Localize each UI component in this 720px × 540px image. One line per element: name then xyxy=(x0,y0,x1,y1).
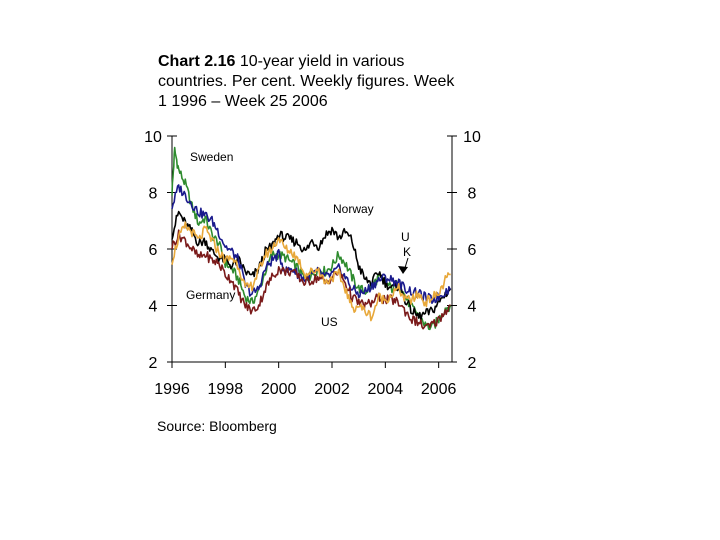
series-label-germany: Germany xyxy=(186,288,235,302)
series-line-norway xyxy=(171,210,452,321)
x-tick-label: 1998 xyxy=(208,381,244,398)
series-label-us: US xyxy=(321,315,338,329)
x-tick-label: 2006 xyxy=(421,381,457,398)
series-label-sweden: Sweden xyxy=(190,150,233,164)
x-tick-label: 2004 xyxy=(368,381,404,398)
chart-series-labels: Sweden Norway U K Germany US xyxy=(186,150,411,329)
y-tick-label-left: 2 xyxy=(149,355,158,372)
series-line-germany xyxy=(171,229,451,330)
y-tick-label-left: 4 xyxy=(149,299,158,316)
y-tick-label-right: 8 xyxy=(468,186,477,203)
y-tick-label-right: 6 xyxy=(468,242,477,259)
x-tick-label: 1996 xyxy=(154,381,190,398)
y-tick-label-left: 8 xyxy=(149,186,158,203)
x-tick-label: 2000 xyxy=(261,381,297,398)
series-label-norway: Norway xyxy=(333,202,374,216)
x-tick-label: 2002 xyxy=(314,381,350,398)
chart-ticks: 10 10 8 8 6 6 4 4 2 2 1996 1998 2000 2002 2004 2006 xyxy=(144,129,481,398)
y-tick-label-left: 10 xyxy=(144,129,162,146)
y-tick-label-left: 6 xyxy=(149,242,158,259)
chart-title: Chart 2.16 10-year yield in various coun… xyxy=(158,52,458,112)
y-tick-label-right: 2 xyxy=(468,355,477,372)
uk-arrow-head xyxy=(398,266,408,274)
series-line-uk xyxy=(171,184,451,304)
series-line-us xyxy=(171,221,451,322)
chart-source: Source: Bloomberg xyxy=(157,418,277,434)
chart-number: Chart 2.16 xyxy=(158,53,236,70)
chart-series-lines xyxy=(171,146,452,331)
y-tick-label-right: 10 xyxy=(463,129,481,146)
chart-title-text: 10-year yield in various countries. Per … xyxy=(158,53,455,110)
y-tick-label-right: 4 xyxy=(468,299,477,316)
